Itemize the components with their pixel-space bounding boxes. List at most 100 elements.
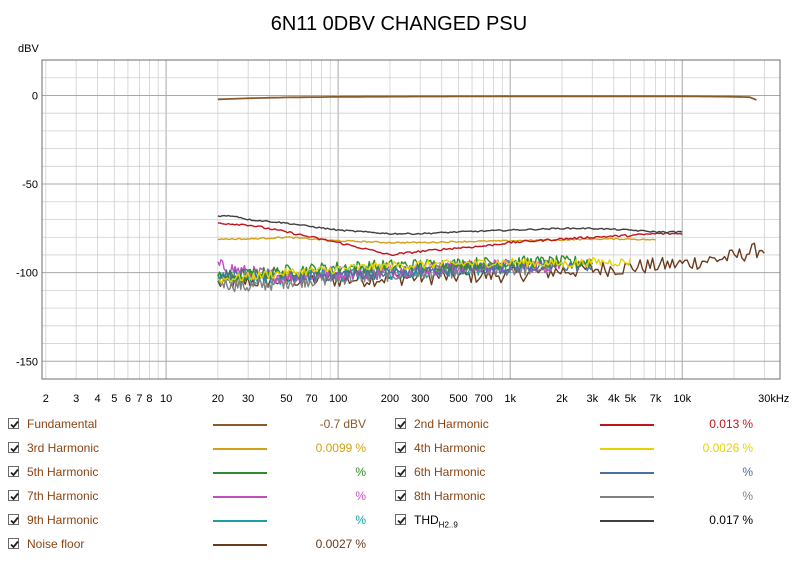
- legend-item-4th-harmonic: 4th Harmonic 0.0026%: [395, 438, 785, 458]
- legend-value: 0.017%: [657, 510, 753, 530]
- legend-checkbox-9th-harmonic[interactable]: [8, 514, 19, 525]
- plot-series: [217, 95, 765, 293]
- checkmark-icon: [10, 516, 19, 525]
- legend-value-number: 0.0027: [315, 537, 353, 551]
- checkmark-icon: [397, 516, 406, 525]
- y-axis-unit-label: dBV: [18, 43, 39, 55]
- legend-label-text: 2nd Harmonic: [414, 417, 489, 431]
- legend-value: 0.0099%: [270, 438, 366, 458]
- legend-value: 0.0027%: [270, 534, 366, 554]
- legend-item-fundamental: Fundamental -0.7 dBV: [8, 414, 398, 434]
- legend-checkbox-4th-harmonic[interactable]: [395, 442, 406, 453]
- plot-border: [41, 59, 781, 380]
- legend-label: 6th Harmonic: [414, 462, 485, 482]
- series-line-fundamental: [217, 95, 757, 101]
- legend-value: %: [270, 510, 366, 530]
- legend-value-unit: %: [355, 465, 366, 479]
- legend-value-unit: %: [355, 537, 366, 551]
- series-line-thd: [217, 214, 683, 236]
- legend-swatch: [213, 472, 267, 474]
- legend-value-number: -0.7: [319, 417, 341, 431]
- legend-item-noise-floor: Noise floor 0.0027%: [8, 534, 398, 554]
- legend-label-text: 8th Harmonic: [414, 489, 486, 503]
- x-tick-label: 3: [73, 393, 79, 405]
- legend-value-number: 0.0026: [702, 441, 740, 455]
- legend-label: 5th Harmonic: [27, 462, 98, 482]
- legend-label-text: THD: [414, 513, 439, 527]
- legend-value: 0.0026%: [657, 438, 753, 458]
- legend-checkbox-2nd-harmonic[interactable]: [395, 418, 406, 429]
- checkmark-icon: [10, 468, 19, 477]
- x-tick-label: 10k: [673, 393, 691, 405]
- legend-label-subscript: H2..9: [438, 520, 458, 530]
- x-tick-label: 20: [212, 393, 224, 405]
- legend-value: %: [270, 462, 366, 482]
- legend-label-text: 5th Harmonic: [27, 465, 99, 479]
- legend-checkbox-6th-harmonic[interactable]: [395, 466, 406, 477]
- x-tick-label: 70: [305, 393, 317, 405]
- legend-swatch: [600, 496, 654, 498]
- legend-checkbox-3rd-harmonic[interactable]: [8, 442, 19, 453]
- chart-title: 6N11 0DBV CHANGED PSU: [271, 13, 527, 35]
- y-tick-label: -100: [16, 268, 38, 280]
- x-tick-label: 2: [43, 393, 49, 405]
- legend-label-text: 6th Harmonic: [414, 465, 486, 479]
- legend-value-unit: %: [355, 489, 366, 503]
- legend-value-unit: %: [742, 465, 753, 479]
- legend-value: %: [657, 462, 753, 482]
- legend-swatch: [600, 424, 654, 426]
- legend-checkbox-fundamental[interactable]: [8, 418, 19, 429]
- legend-checkbox-thd[interactable]: [395, 514, 406, 525]
- legend-checkbox-7th-harmonic[interactable]: [8, 490, 19, 501]
- chart: 6N11 0DBV CHANGED PSU dBV 0 -50 -100 -150 2…: [16, 13, 790, 405]
- legend-item-2nd-harmonic: 2nd Harmonic 0.013%: [395, 414, 785, 434]
- legend-item-6th-harmonic: 6th Harmonic%: [395, 462, 785, 482]
- checkmark-icon: [397, 420, 406, 429]
- legend-swatch: [213, 424, 267, 426]
- y-tick-label: 0: [32, 90, 38, 102]
- x-tick-label: 5: [111, 393, 117, 405]
- y-tick-label: -50: [22, 179, 38, 191]
- legend-swatch: [213, 496, 267, 498]
- legend-swatch: [600, 520, 654, 522]
- x-tick-label: 30kHz: [758, 393, 789, 405]
- x-tick-label: 5k: [625, 393, 637, 405]
- legend-value-unit: %: [355, 441, 366, 455]
- x-tick-label: 200: [381, 393, 399, 405]
- x-tick-label: 3k: [586, 393, 598, 405]
- legend: Fundamental -0.7 dBV 2nd Harmonic 0.013% 3rd …: [0, 412, 800, 562]
- x-tick-label: 300: [411, 393, 429, 405]
- x-tick-label: 4: [95, 393, 101, 405]
- x-tick-label: 10: [160, 393, 172, 405]
- x-tick-label: 8: [146, 393, 152, 405]
- legend-label: 9th Harmonic: [27, 510, 98, 530]
- checkmark-icon: [10, 420, 19, 429]
- legend-value: -0.7 dBV: [270, 414, 366, 434]
- legend-checkbox-8th-harmonic[interactable]: [395, 490, 406, 501]
- legend-item-9th-harmonic: 9th Harmonic%: [8, 510, 398, 530]
- legend-checkbox-5th-harmonic[interactable]: [8, 466, 19, 477]
- x-tick-label: 30: [242, 393, 254, 405]
- x-tick-label: 500: [449, 393, 467, 405]
- legend-value-unit: %: [742, 489, 753, 503]
- legend-checkbox-noise-floor[interactable]: [8, 538, 19, 549]
- legend-swatch: [213, 520, 267, 522]
- x-tick-label: 7: [136, 393, 142, 405]
- legend-label: 8th Harmonic: [414, 486, 485, 506]
- checkmark-icon: [10, 492, 19, 501]
- legend-item-8th-harmonic: 8th Harmonic%: [395, 486, 785, 506]
- legend-value-unit: %: [742, 441, 753, 455]
- legend-value-number: 0.013: [709, 417, 740, 431]
- legend-value: %: [657, 486, 753, 506]
- x-axis-ticks: 2 3 4 5 6 7 8 10 20 30 50 70 100 200 300 500 700 1k 2k 3k 4k…: [43, 393, 790, 405]
- legend-label: 2nd Harmonic: [414, 414, 489, 434]
- legend-label: 7th Harmonic: [27, 486, 98, 506]
- legend-value-unit: dBV: [343, 417, 366, 431]
- legend-label-text: 9th Harmonic: [27, 513, 99, 527]
- legend-label-text: 7th Harmonic: [27, 489, 99, 503]
- legend-item-3rd-harmonic: 3rd Harmonic 0.0099%: [8, 438, 398, 458]
- y-axis-ticks: 0 -50 -100 -150: [16, 90, 38, 368]
- legend-value-number: 0.017: [709, 513, 740, 527]
- legend-value-unit: %: [742, 417, 753, 431]
- legend-label: Fundamental: [27, 414, 97, 434]
